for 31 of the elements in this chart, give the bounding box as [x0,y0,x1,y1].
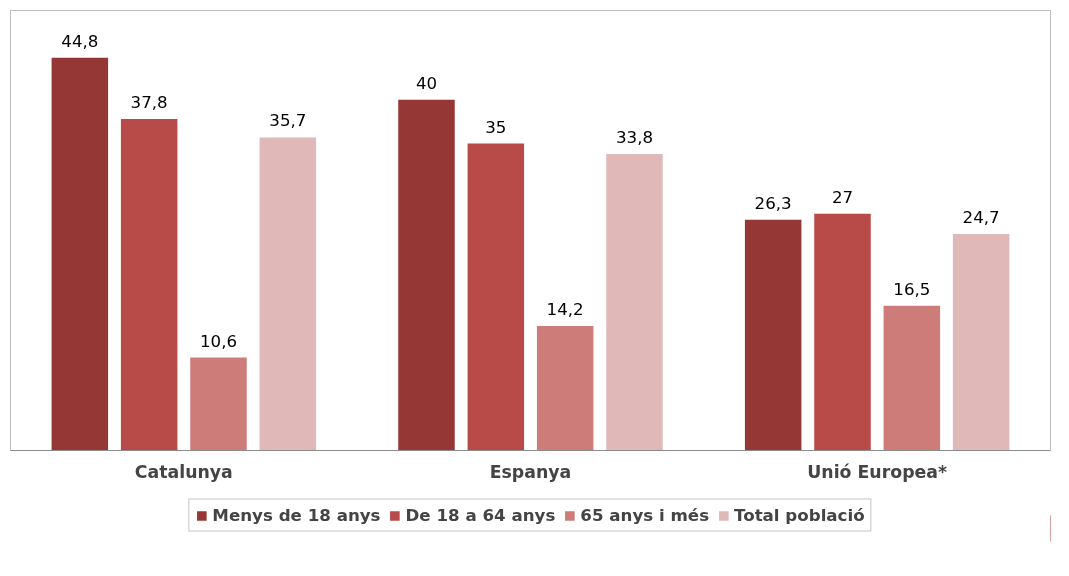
data-label: 24,7 [962,207,1000,227]
data-label: 10,6 [199,331,238,351]
bar [952,233,1010,451]
x-tick-label: Espanya [489,461,572,482]
bar [536,325,594,451]
data-label: 16,5 [893,279,931,299]
bar [259,137,317,451]
bar [120,119,178,451]
data-label: 35,7 [269,111,307,131]
bar [744,219,802,451]
bar [467,143,525,451]
data-label: 37,8 [130,93,168,113]
data-label: 35 [485,117,507,137]
data-label: 27 [831,187,854,207]
legend-label: 65 anys i més [580,505,710,525]
data-label: 26,3 [754,193,792,213]
bar [190,357,247,451]
bar [606,154,663,451]
data-label: 33,8 [615,128,654,148]
bar [814,213,871,451]
x-tick-label: Catalunya [134,461,233,482]
bar [51,57,109,451]
data-label: 40 [415,73,438,93]
bar [398,99,455,451]
legend-label: De 18 a 64 anys [405,505,556,525]
data-label: 14,2 [546,299,584,319]
legend-label: Menys de 18 anys [212,505,381,525]
bar [883,305,941,451]
x-tick-label: Unió Europea* [807,461,948,482]
data-label: 44,8 [61,31,99,51]
legend-label: Total població [734,505,865,525]
